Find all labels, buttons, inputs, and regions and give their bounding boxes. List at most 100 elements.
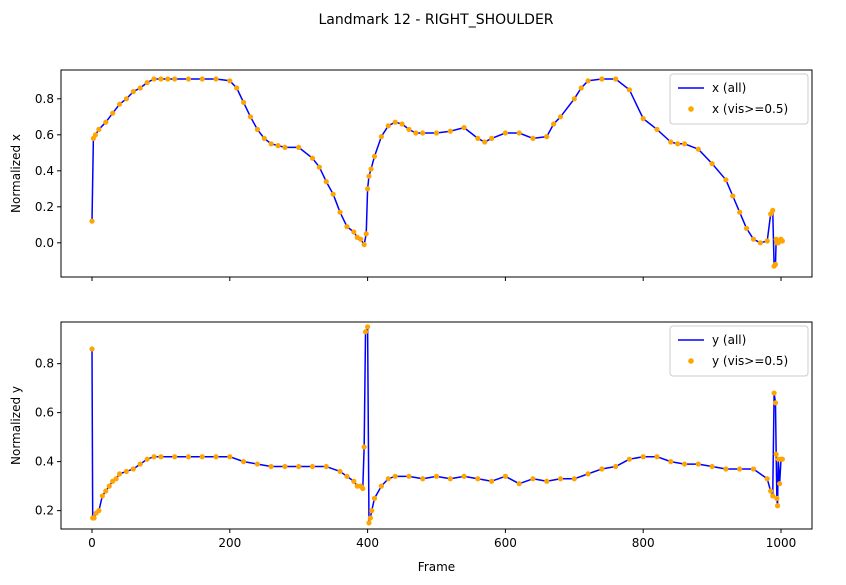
data-point <box>371 153 378 159</box>
x-tick-label: 800 <box>632 536 655 550</box>
data-point <box>137 85 143 91</box>
data-point <box>275 143 281 149</box>
data-point <box>420 476 426 482</box>
y-tick-label: 0.2 <box>35 200 54 214</box>
y-tick-label: 0.4 <box>35 164 54 178</box>
series-markers-2 <box>89 324 785 526</box>
data-point <box>227 78 233 84</box>
data-point <box>764 476 770 482</box>
data-point <box>502 130 508 136</box>
y-subplot: 0 200 400 600 800 1000 0.2 0.4 0.6 0.8 Normalized … <box>9 321 813 574</box>
data-point <box>516 130 522 136</box>
data-point <box>530 476 536 482</box>
data-point <box>385 476 391 482</box>
data-point <box>296 144 302 150</box>
data-point <box>137 461 143 467</box>
data-point <box>399 121 405 127</box>
data-point <box>489 478 495 484</box>
data-point <box>110 110 116 116</box>
data-point <box>351 478 357 484</box>
data-point <box>750 466 757 472</box>
data-point <box>365 324 371 330</box>
data-point <box>750 236 757 242</box>
data-point <box>158 454 164 460</box>
data-point <box>96 508 102 514</box>
figure-title: Landmark 12 - RIGHT_SHOULDER <box>318 12 553 28</box>
data-point <box>777 481 783 487</box>
data-point <box>413 130 419 136</box>
legend-entry: x (vis>=0.5) <box>712 102 788 116</box>
data-point <box>368 166 374 172</box>
x-tick-label: 0 <box>88 536 96 550</box>
data-point <box>296 463 302 470</box>
x-tick-label: 600 <box>494 536 517 550</box>
legend-box <box>669 73 809 125</box>
data-point <box>89 346 95 352</box>
data-point <box>406 126 412 132</box>
data-point <box>551 121 557 127</box>
data-point <box>113 476 119 482</box>
data-point <box>358 236 364 242</box>
data-point <box>585 78 591 84</box>
data-point <box>369 508 375 514</box>
data-point <box>695 461 701 467</box>
data-point <box>378 134 384 140</box>
data-point <box>213 76 219 82</box>
data-point <box>447 476 453 482</box>
data-point <box>578 85 584 91</box>
data-point <box>227 454 233 460</box>
data-point <box>165 76 171 82</box>
legend-entry: y (all) <box>712 333 746 347</box>
data-point <box>723 466 729 472</box>
data-point <box>123 96 130 102</box>
data-point <box>392 119 398 125</box>
data-point <box>640 116 646 122</box>
data-point <box>378 483 384 489</box>
data-point <box>461 473 467 479</box>
data-point <box>323 463 329 470</box>
data-point <box>91 515 97 521</box>
legend-entry: y (vis>=0.5) <box>712 354 788 368</box>
data-point <box>757 240 763 246</box>
legend: x (all) x (vis>=0.5) <box>669 73 809 125</box>
data-point <box>344 473 350 479</box>
data-point <box>199 454 205 460</box>
data-point <box>367 515 373 521</box>
data-point <box>475 135 481 141</box>
y-tick-label: 0.8 <box>35 357 54 371</box>
data-point <box>544 134 550 140</box>
data-point <box>392 473 398 479</box>
data-point <box>123 468 130 475</box>
data-point <box>337 209 343 215</box>
data-point <box>585 471 591 477</box>
data-point <box>447 128 453 134</box>
data-point <box>516 481 522 487</box>
data-point <box>130 89 136 95</box>
series-markers-2 <box>89 76 785 269</box>
data-point <box>557 114 564 120</box>
data-point <box>695 146 701 152</box>
data-point <box>406 473 412 479</box>
data-point <box>323 179 329 185</box>
data-point <box>172 454 178 460</box>
data-point <box>420 130 426 136</box>
data-point <box>730 193 736 199</box>
data-point <box>240 459 247 465</box>
data-point <box>99 493 105 499</box>
data-point <box>779 456 785 462</box>
data-point <box>571 476 577 482</box>
data-point <box>366 520 372 526</box>
data-point <box>613 76 619 82</box>
data-point <box>482 139 488 145</box>
data-point <box>158 76 164 82</box>
y-axis-label: Normalized y <box>9 386 23 465</box>
data-point <box>709 161 715 167</box>
data-point <box>309 155 316 161</box>
y-tick-label: 0.8 <box>35 92 54 106</box>
x-tick-label: 400 <box>356 536 379 550</box>
data-point <box>502 473 508 479</box>
data-point <box>613 463 619 470</box>
data-point <box>433 130 440 136</box>
data-point <box>365 186 371 192</box>
data-point <box>771 390 777 396</box>
